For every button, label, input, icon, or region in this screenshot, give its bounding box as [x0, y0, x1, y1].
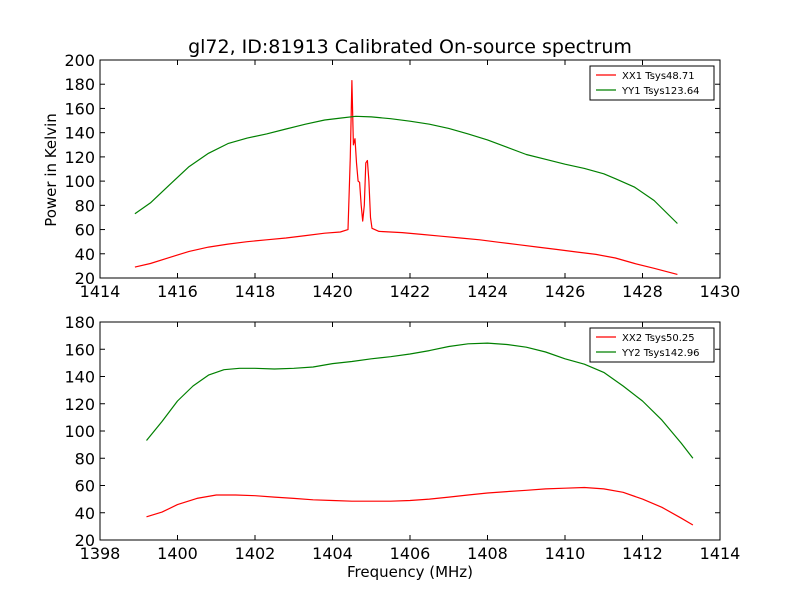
y-tick-label: 20: [75, 531, 95, 550]
series-line-yy: [134, 115, 678, 224]
plot-top-panel: 1414 1416 1418 1420 1422 1424 1426 1428 1430 20 40…: [64, 51, 740, 301]
x-tick-label: 1426: [545, 282, 586, 301]
y-tick-label: 120: [64, 395, 95, 414]
x-tick-label: 1410: [545, 544, 586, 563]
legend: XX1 Tsys48.71 YY1 Tsys123.64: [589, 65, 715, 101]
x-tick-label: 1414: [700, 544, 741, 563]
series-line-xx: [134, 80, 678, 275]
legend-entry: YY1 Tsys123.64: [621, 86, 700, 97]
legend: XX2 Tsys50.25 YY2 Tsys142.96: [589, 327, 715, 363]
y-tick-label: 180: [64, 75, 95, 94]
y-tick-label: 40: [75, 504, 95, 523]
x-tick-label: 1404: [312, 544, 353, 563]
x-tick-label: 1416: [157, 282, 198, 301]
x-tick-label: 1422: [390, 282, 431, 301]
x-tick-label: 1398: [80, 544, 121, 563]
y-tick-label: 140: [64, 368, 95, 387]
x-tick-label: 1428: [622, 282, 663, 301]
x-tick-label: 1408: [467, 544, 508, 563]
x-tick-label: 1406: [390, 544, 431, 563]
y-tick-label: 80: [75, 196, 95, 215]
y-tick-label: 100: [64, 172, 95, 191]
y-tick-label: 40: [75, 245, 95, 264]
y-tick-label: 200: [64, 51, 95, 70]
y-tick-label: 140: [64, 124, 95, 143]
x-axis-label: Frequency (MHz): [347, 563, 473, 581]
y-axis-label: Power in Kelvin: [42, 113, 60, 227]
y-tick-label: 60: [75, 221, 95, 240]
legend-frame: [589, 65, 715, 101]
legend-entry: YY2 Tsys142.96: [621, 348, 700, 359]
y-tick-label: 80: [75, 449, 95, 468]
x-tick-label: 1412: [622, 544, 663, 563]
legend-entry: XX2 Tsys50.25: [622, 333, 695, 344]
series-line-xx: [146, 486, 694, 526]
legend-frame: [589, 327, 715, 363]
y-tick-label: 20: [75, 269, 95, 288]
x-tick-label: 1402: [235, 544, 276, 563]
x-tick-label: 1430: [700, 282, 741, 301]
x-tick-label: 1424: [467, 282, 508, 301]
x-tick-label: 1420: [312, 282, 353, 301]
legend-entry: XX1 Tsys48.71: [622, 71, 695, 82]
series-line-yy: [146, 342, 694, 459]
y-tick-label: 160: [64, 340, 95, 359]
x-tick-label: 1418: [235, 282, 276, 301]
plot-bottom-panel: 1398 1400 1402 1404 1406 1408 1410 1412 1414 20 40…: [64, 313, 740, 563]
y-tick-label: 100: [64, 422, 95, 441]
x-tick-label: 1400: [157, 544, 198, 563]
y-tick-label: 160: [64, 99, 95, 118]
x-tick-label: 1414: [80, 282, 121, 301]
y-tick-label: 120: [64, 148, 95, 167]
chart-title: gl72, ID:81913 Calibrated On-source spec…: [188, 36, 632, 58]
y-tick-label: 60: [75, 477, 95, 496]
y-tick-label: 180: [64, 313, 95, 332]
